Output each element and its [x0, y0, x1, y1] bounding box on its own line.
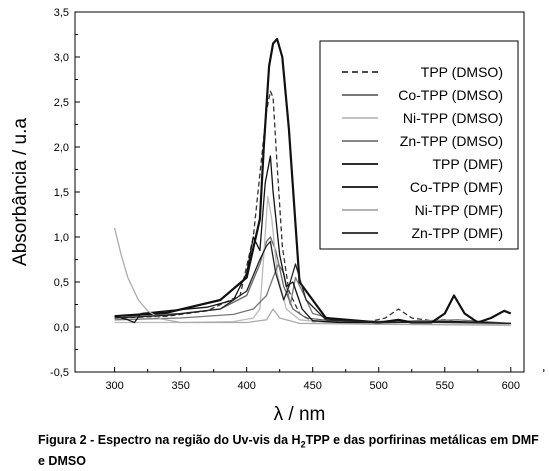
y-tick-label: 0,5: [54, 277, 69, 289]
legend-label: Ni-TPP (DMF): [415, 202, 503, 218]
series-line-7: [113, 227, 511, 326]
x-tick-label: 550: [436, 380, 454, 392]
x-tick-label: 400: [237, 380, 255, 392]
x-tick-label: 450: [304, 380, 322, 392]
legend-label: Co-TPP (DMSO): [398, 87, 503, 103]
y-tick-label: 2,0: [54, 142, 69, 154]
plot-area: -0,5 0,0 0,5 1,0 1,5 2,0 2,5 3,0 3,5 300 350 400 450…: [10, 7, 545, 425]
y-tick-label: 0,0: [54, 322, 69, 334]
x-tick-label: 300: [105, 380, 123, 392]
y-tick-label: 1,0: [54, 232, 69, 244]
legend-label: TPP (DMSO): [421, 64, 503, 80]
legend-label: Zn-TPP (DMF): [411, 225, 503, 241]
legend-label: Zn-TPP (DMSO): [400, 133, 503, 149]
legend-label: Co-TPP (DMF): [410, 179, 503, 195]
y-axis-label: Absorbância / u.a: [10, 118, 31, 266]
legend-label: Ni-TPP (DMSO): [403, 110, 503, 126]
y-tick-label: 1,5: [54, 187, 69, 199]
x-axis-label: λ / nm: [274, 404, 326, 425]
figure-caption: Figura 2 - Espectro na região do Uv-vis …: [38, 432, 543, 469]
legend-box: [319, 40, 519, 250]
series-line-5: [114, 37, 512, 324]
series-line-8: [114, 240, 511, 325]
y-tick-label: 3,5: [54, 7, 69, 19]
caption-text-end: TPP e das porfirinas metálicas em DMF e …: [38, 433, 539, 468]
y-tick-label: 3,0: [54, 52, 69, 64]
y-tick-label: -0,5: [50, 367, 69, 379]
series-line-6: [114, 155, 511, 325]
x-tick-label: 500: [370, 380, 388, 392]
caption-subscript: 2: [300, 439, 306, 450]
legend-label: TPP (DMF): [432, 156, 503, 172]
legend: TPP (DMSO) Co-TPP (DMSO) Ni-TPP (DMSO) Zn-T…: [319, 40, 519, 250]
spectrum-chart: -0,5 0,0 0,5 1,0 1,5 2,0 2,5 3,0 3,5 300 350 400 450…: [10, 7, 545, 425]
x-tick-label: 600: [502, 380, 520, 392]
x-tick-label: 350: [171, 380, 189, 392]
y-tick-label: 2,5: [54, 97, 69, 109]
caption-text: Figura 2 - Espectro na região do Uv-vis …: [38, 433, 301, 447]
